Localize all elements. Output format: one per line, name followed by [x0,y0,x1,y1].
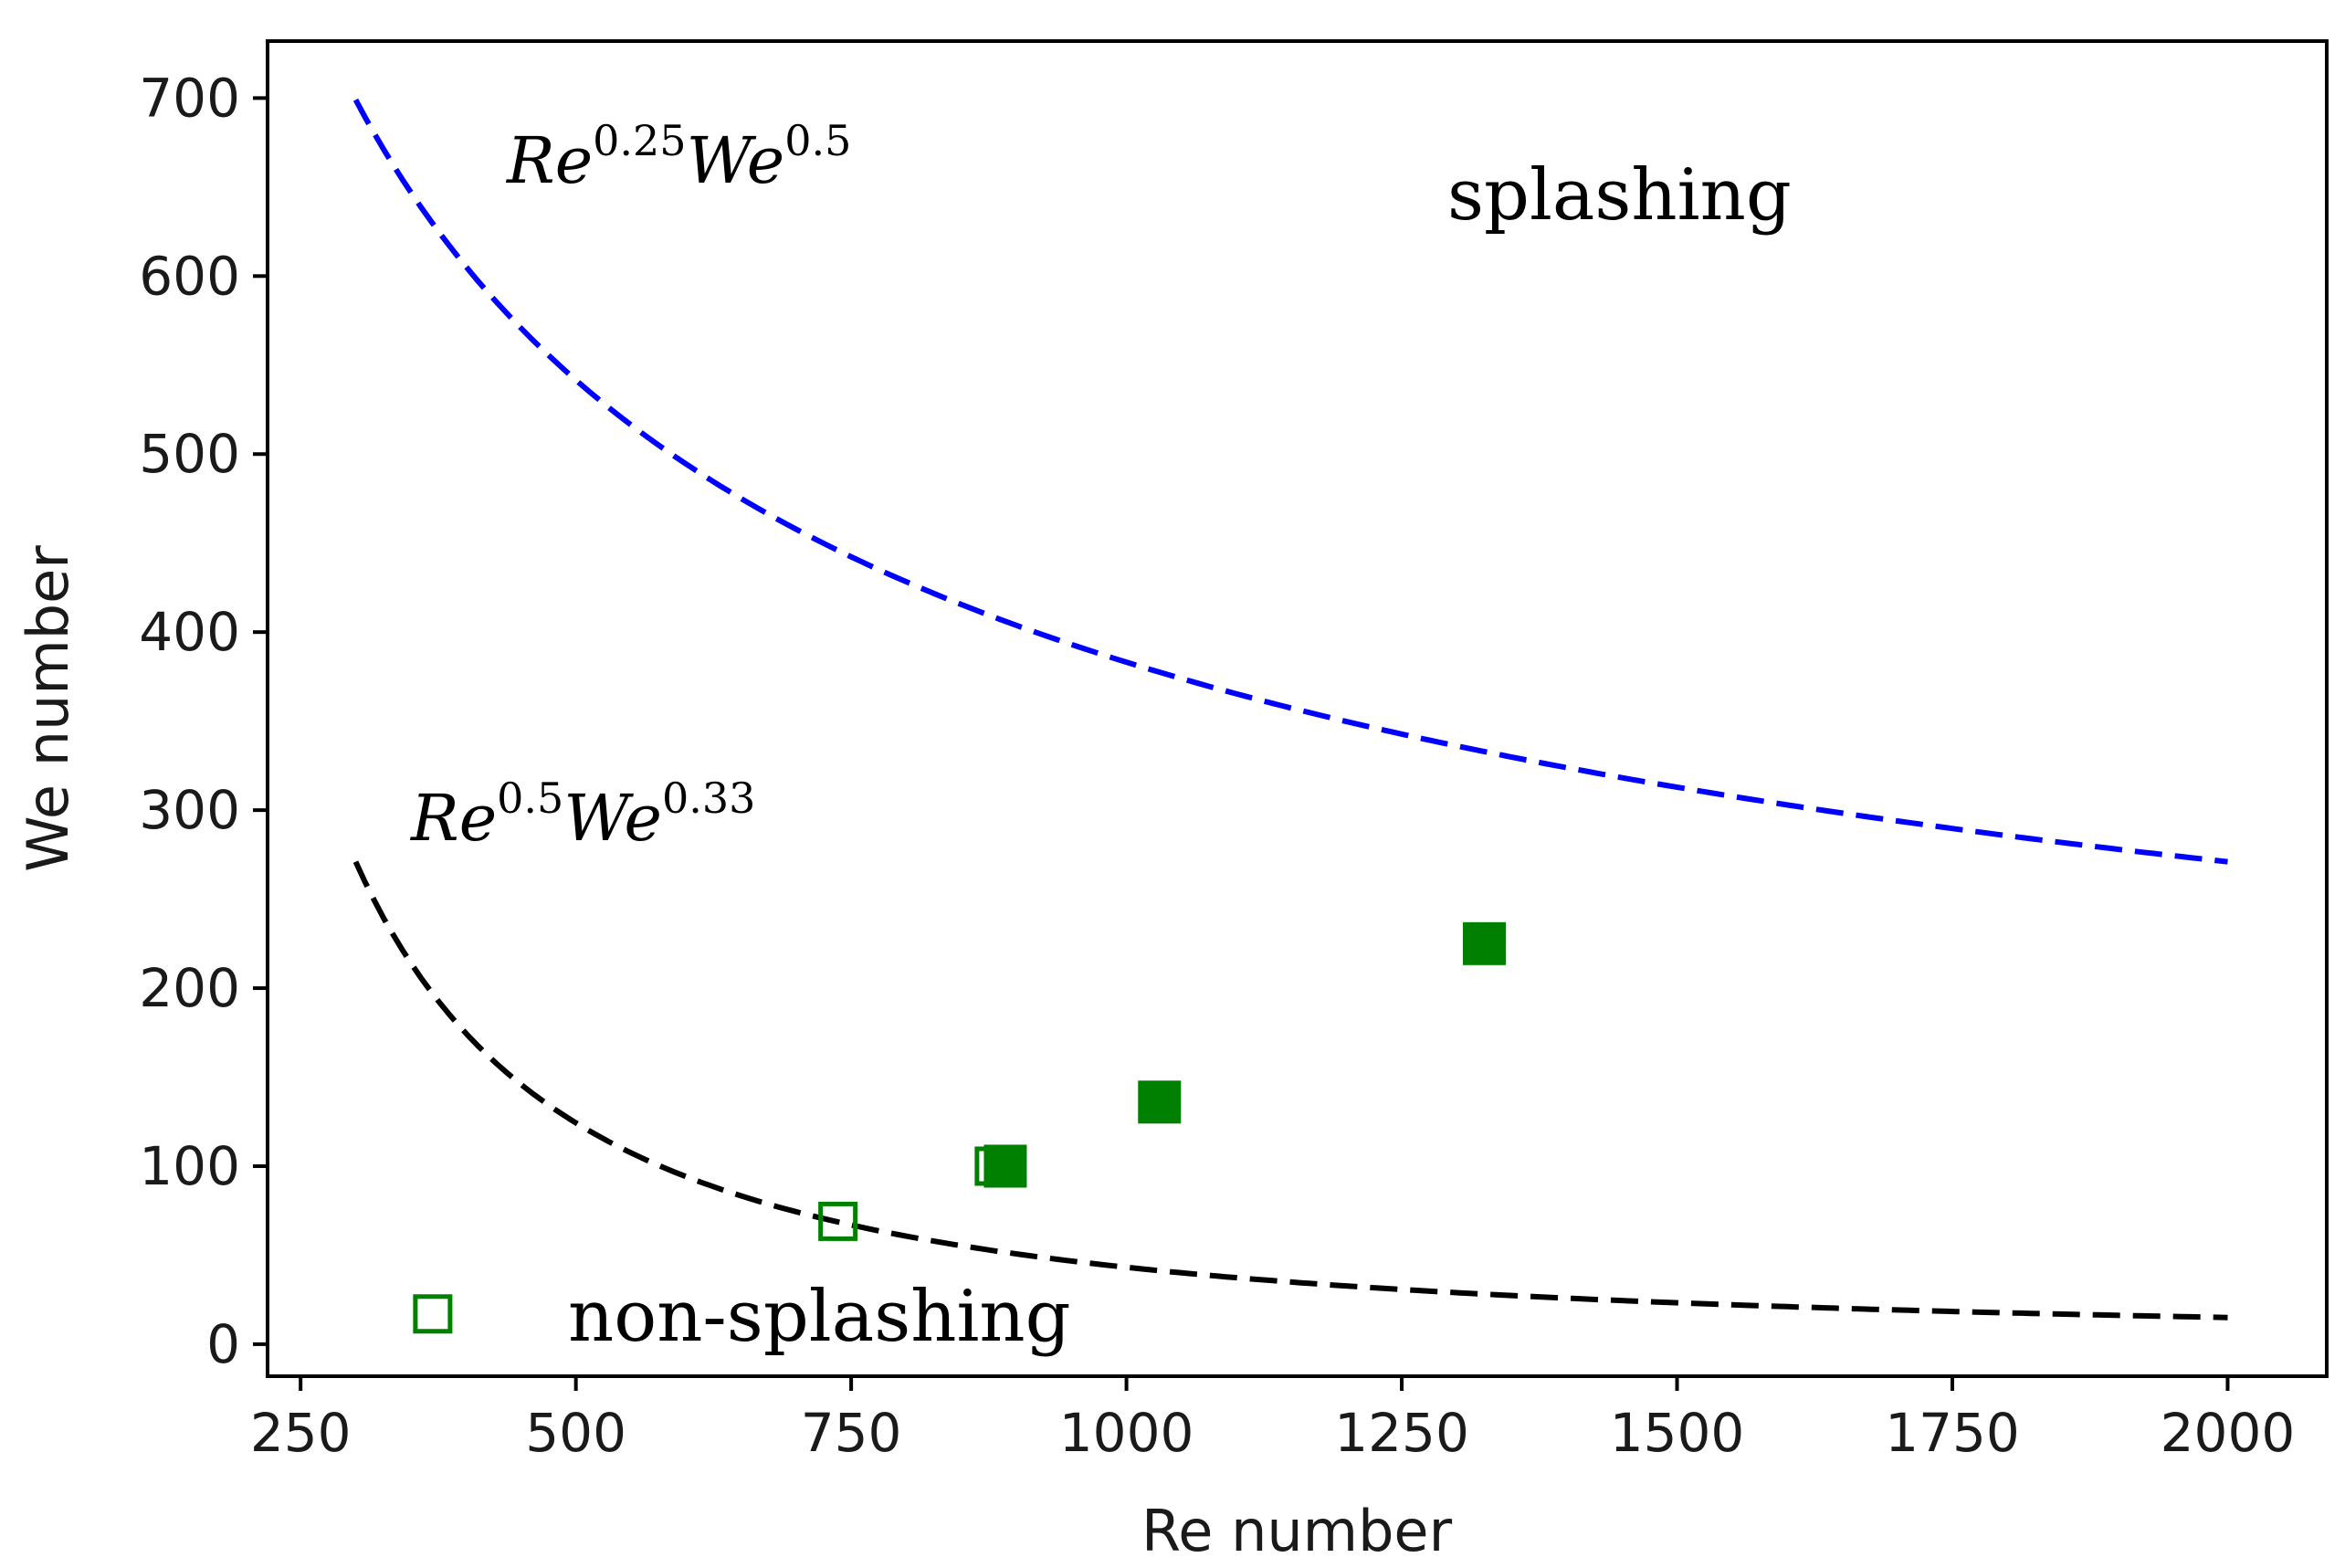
hollow-square-point-1 [818,1201,858,1241]
y-tick-label-0: 0 [206,1313,240,1375]
splashing-label: splashing [1447,154,1792,237]
x-tick-label-1000: 1000 [1059,1402,1194,1464]
x-tick-label-1250: 1250 [1334,1402,1469,1464]
criterion-upper-exp1: 0.25 [593,116,686,165]
x-tick-label-2000: 2000 [2161,1402,2296,1464]
plot-area [266,39,2329,1378]
y-tick-label-300: 300 [139,779,240,841]
non-splashing-label: non-splashing [568,1276,1071,1358]
hollow-square-point-0 [413,1294,453,1334]
y-axis: 0 100 200 300 400 500 600 700 [139,67,268,1375]
y-axis-label: We number [15,545,81,872]
y-tick-label-600: 600 [139,245,240,307]
x-tick-label-1750: 1750 [1885,1402,2020,1464]
threshold-curves [352,98,2228,1321]
filled-square-point-0 [983,1144,1027,1188]
criterion-lower-label: Re0.5We0.33 [409,773,755,856]
criterion-upper-base1: Re [505,123,593,198]
curve-lower-threshold [352,860,2228,1321]
data-points [413,921,1506,1334]
x-tick-label-750: 750 [801,1402,902,1464]
y-tick-label-200: 200 [139,957,240,1019]
x-tick-label-500: 500 [525,1402,626,1464]
y-tick-label-500: 500 [139,423,240,485]
criterion-upper-label: Re0.25We0.5 [505,116,851,198]
criterion-upper-base2: We [687,123,785,198]
x-axis-label: Re number [1141,1498,1453,1564]
filled-square-point-1 [1138,1080,1182,1124]
criterion-upper-exp2: 0.5 [784,116,851,165]
x-axis: 250 500 750 1000 1250 1500 1750 2000 [250,1376,2295,1464]
x-tick-label-250: 250 [250,1402,352,1464]
criterion-lower-base1: Re [409,781,497,856]
y-tick-label-700: 700 [139,67,240,129]
filled-square-point-2 [1463,921,1506,965]
criterion-lower-exp2: 0.33 [662,773,755,823]
y-tick-label-100: 100 [139,1135,240,1197]
y-tick-label-400: 400 [139,601,240,663]
x-tick-label-1500: 1500 [1610,1402,1745,1464]
criterion-lower-exp1: 0.5 [497,773,563,823]
curve-upper-threshold [352,98,2228,865]
criterion-lower-base2: We [563,781,662,856]
